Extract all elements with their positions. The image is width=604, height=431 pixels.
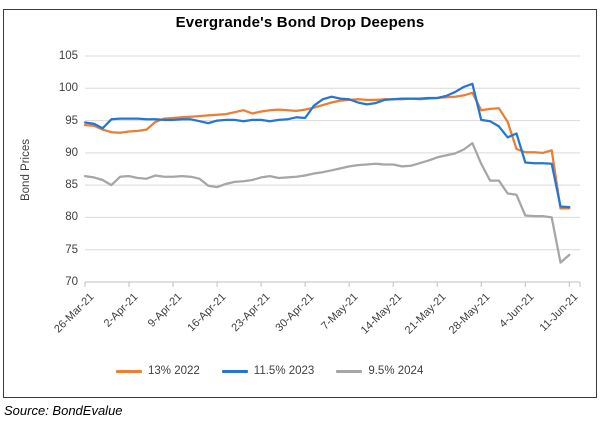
y-tick-label: 70 [65,276,78,288]
y-tick-label: 75 [65,243,78,256]
legend-swatch [336,369,363,373]
legend-label: 13% 2022 [148,365,200,377]
y-tick-label: 90 [65,146,78,159]
legend-item: 11.5% 2023 [221,365,315,377]
y-tick-label: 105 [58,50,78,62]
plot-svg [83,55,581,287]
legend-item: 13% 2022 [116,365,200,377]
y-tick-label: 100 [58,82,78,95]
legend-item: 9.5% 2024 [336,365,423,377]
y-tick-label: 80 [65,211,78,224]
series-line-0 [83,91,571,210]
y-tick-label: 95 [65,114,78,127]
legend-label: 9.5% 2024 [368,365,424,377]
series-line-1 [83,82,571,209]
chart-title: Evergrande's Bond Drop Deepens [175,14,425,31]
chart-frame: Evergrande's Bond Drop Deepens Bond Pric… [3,9,597,398]
y-tick-label: 85 [65,179,78,192]
legend-label: 11.5% 2023 [253,365,315,377]
legend-swatch [221,369,248,373]
legend-swatch [116,369,142,373]
legend: 13% 2022 11.5% 2023 9.5% 2024 [116,365,423,377]
series-line-2 [83,142,571,264]
source-note: Source: BondEvalue [4,403,123,418]
